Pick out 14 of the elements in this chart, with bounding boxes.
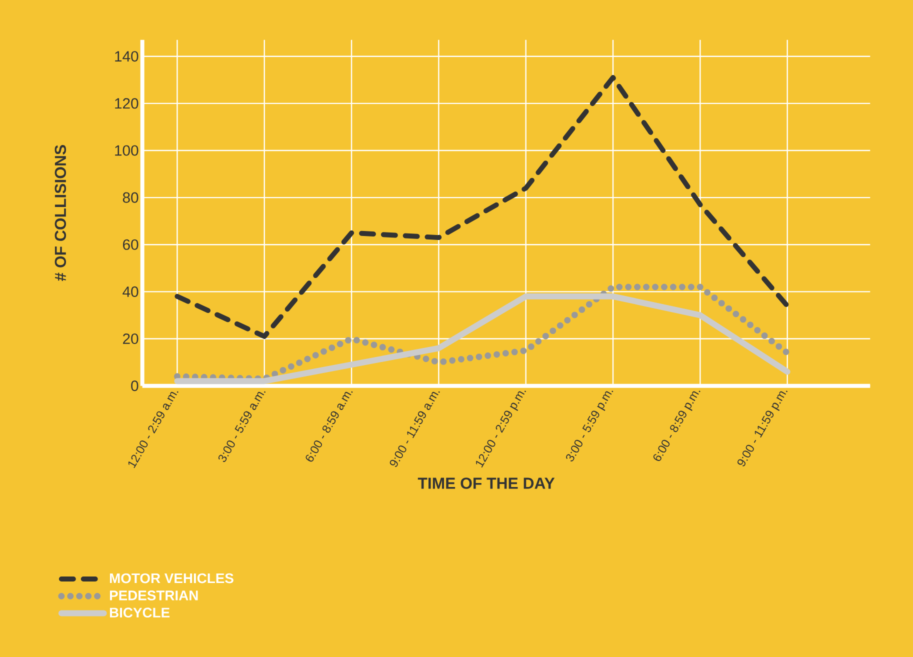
x-axis-title: TIME OF THE DAY — [418, 478, 555, 489]
y-tick-label: 0 — [131, 380, 138, 392]
y-tick-label: 100 — [115, 145, 138, 156]
y-axis-title: # OF COLLISIONS — [54, 145, 66, 282]
legend-label: BICYCLE — [110, 608, 170, 618]
y-tick-label: 40 — [122, 286, 138, 297]
y-tick-label: 140 — [115, 51, 138, 62]
legend-label: MOTOR VEHICLES — [110, 573, 234, 584]
legend-label: PEDESTRIAN — [110, 590, 198, 600]
y-tick-label: 20 — [123, 333, 138, 344]
y-tick-label: 120 — [115, 98, 138, 109]
y-tick-label: 80 — [122, 192, 138, 203]
line-series — [174, 75, 790, 339]
y-tick-label: 60 — [123, 239, 138, 250]
